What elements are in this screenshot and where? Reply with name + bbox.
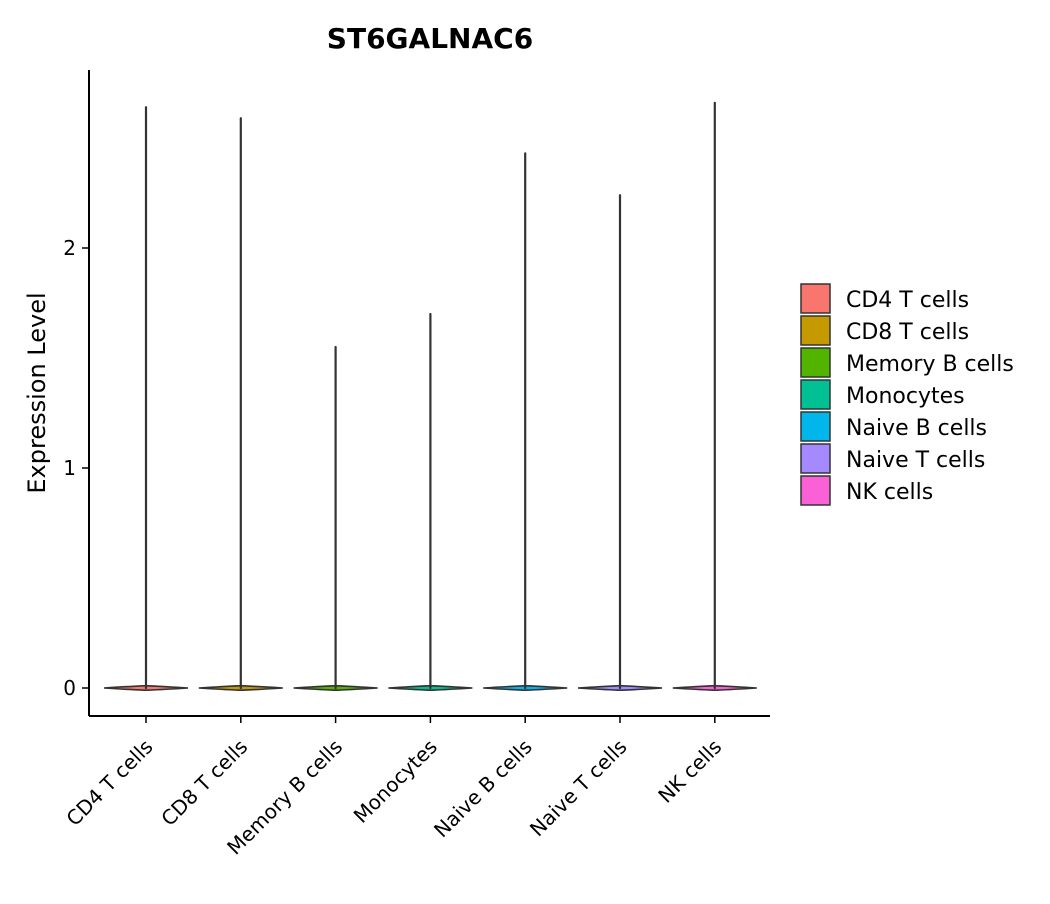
y-axis-label: Expression Level (23, 292, 51, 493)
y-tick-label: 2 (63, 236, 76, 260)
legend-key (800, 411, 831, 442)
y-tick-label: 1 (63, 456, 76, 480)
legend-label: Monocytes (846, 384, 965, 409)
legend-key (800, 315, 831, 346)
x-tick-label: NK cells (653, 735, 726, 808)
legend-label: CD4 T cells (846, 288, 969, 313)
y-tick-label: 0 (63, 676, 76, 700)
legend-key (800, 283, 831, 314)
x-tick-label: CD4 T cells (61, 735, 157, 831)
legend-label: Memory B cells (846, 352, 1014, 377)
legend-label: NK cells (846, 480, 933, 505)
chart-title: ST6GALNAC6 (327, 22, 533, 55)
x-tick-label: CD8 T cells (156, 735, 252, 831)
legend-label: Naive B cells (846, 416, 987, 441)
legend-key (800, 379, 831, 410)
legend-key (800, 443, 831, 474)
legend-label: CD8 T cells (846, 320, 969, 345)
legend-label: Naive T cells (846, 448, 985, 473)
legend-key (800, 347, 831, 378)
x-tick-label: Naive B cells (429, 735, 537, 843)
x-tick-label: Naive T cells (525, 735, 632, 842)
legend: CD4 T cells CD8 T cells Memory B cells Mono… (800, 283, 1014, 506)
x-tick-label: Monocytes (349, 735, 442, 828)
legend-key (800, 475, 831, 506)
